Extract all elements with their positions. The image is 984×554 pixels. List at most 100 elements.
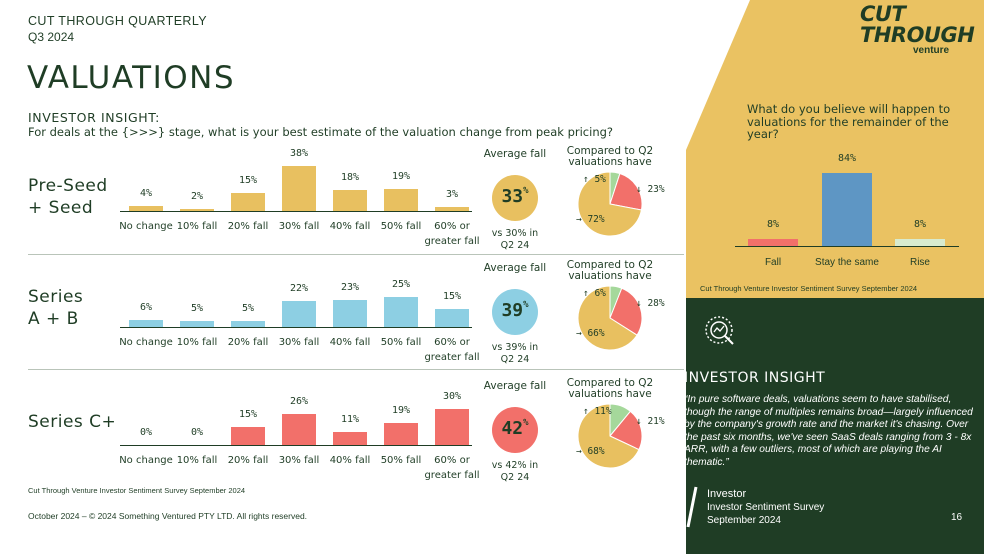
bar-value-label: 15%: [238, 175, 258, 187]
copyright-footer: October 2024 – © 2024 Something Ventured…: [28, 511, 308, 521]
pie-label-down: ↓ 23%: [636, 184, 665, 195]
outlook-bar-1: [748, 239, 798, 246]
percent-sign: %: [523, 300, 529, 310]
percent-sign: %: [523, 186, 529, 196]
category-label: 20% fall: [227, 337, 269, 348]
average-fall-title: Average fall: [483, 148, 547, 160]
category-label: No change: [119, 221, 173, 232]
survey-question: For deals at the {>>>} stage, what is yo…: [28, 125, 614, 139]
category-label: 30% fall: [278, 337, 320, 348]
pie-label-same: → 66%: [576, 328, 605, 339]
pie-label-down: ↓ 28%: [636, 298, 665, 309]
outlook-category-label: Stay the same: [815, 257, 879, 268]
x-axis: [120, 211, 472, 212]
average-fall-value: 42%: [501, 418, 529, 439]
bar-value-label: 22%: [289, 282, 309, 294]
bar-value-label: 11%: [340, 413, 360, 425]
bar-value-label: 15%: [238, 409, 258, 421]
chart-source: Cut Through Venture Investor Sentiment S…: [28, 486, 246, 495]
compare-title: Compared to Q2 valuations have: [566, 377, 654, 400]
outlook-value-label: 8%: [913, 219, 927, 231]
pie-slice-down: [609, 287, 643, 336]
bar-value-label: 30%: [442, 391, 462, 403]
bar-value-label: 38%: [289, 148, 309, 159]
category-label: 40% fall: [329, 221, 371, 232]
pie-label-up: ↑ 11%: [583, 406, 612, 417]
pie-label-up: ↑ 5%: [583, 174, 606, 185]
bar-value-label: 26%: [289, 396, 309, 408]
average-fall-note: vs 39% in Q2 24: [491, 342, 539, 365]
category-label: 60% or greater fall: [424, 455, 480, 481]
row-label: Series C+: [28, 412, 117, 432]
average-fall-value: 39%: [501, 300, 529, 321]
percent-sign: %: [523, 418, 529, 428]
category-label: 10% fall: [176, 221, 218, 232]
page-number: 16: [951, 512, 963, 523]
outlook-value-label: 84%: [837, 153, 857, 164]
average-fall-title: Average fall: [483, 262, 547, 274]
row-separator: [28, 254, 684, 255]
category-label: 20% fall: [227, 455, 269, 466]
bar-value-label: 0%: [190, 427, 204, 438]
bar-value-label: 2%: [190, 190, 204, 202]
bar-value-label: 5%: [190, 303, 204, 315]
average-fall-note: vs 30% in Q2 24: [491, 228, 539, 251]
compare-title: Compared to Q2 valuations have: [566, 259, 654, 282]
category-label: 40% fall: [329, 337, 371, 348]
category-label: 30% fall: [278, 455, 320, 466]
investor-insight-label: INVESTOR INSIGHT:: [28, 110, 160, 125]
bar-7: [435, 309, 469, 327]
outlook-question: What do you believe will happen to valua…: [747, 102, 951, 141]
average-fall-value: 33%: [501, 186, 529, 207]
bar-6: [384, 188, 418, 211]
category-label: 60% or greater fall: [424, 221, 480, 247]
pie-slice-same: [577, 171, 643, 237]
category-label: No change: [119, 337, 173, 348]
average-fall-note: vs 42% in Q2 24: [491, 460, 539, 483]
x-axis: [120, 445, 472, 446]
bar-value-label: 15%: [442, 291, 462, 303]
outlook-bar-2: [822, 173, 872, 246]
category-label: 50% fall: [380, 455, 422, 466]
bar-value-label: 19%: [391, 170, 411, 182]
bar-value-label: 18%: [340, 171, 360, 183]
row-label: Pre-Seed + Seed: [28, 176, 108, 218]
bar-3: [231, 427, 265, 445]
bar-4: [282, 414, 316, 445]
compare-title: Compared to Q2 valuations have: [566, 145, 654, 168]
bar-4: [282, 300, 316, 327]
category-label: 50% fall: [380, 337, 422, 348]
average-fall-title: Average fall: [483, 380, 547, 392]
bar-1: [129, 206, 163, 211]
investor-insight-title: INVESTOR INSIGHT: [684, 370, 826, 386]
outlook-source: Cut Through Venture Investor Sentiment S…: [700, 284, 918, 293]
row-label: Series A + B: [28, 287, 84, 329]
average-fall-circle: 42%: [492, 407, 538, 453]
pie-label-up: ↑ 6%: [583, 288, 606, 299]
report-quarter: Q3 2024: [28, 30, 75, 44]
outlook-bar-3: [895, 239, 945, 246]
outlook-value-label: 8%: [766, 219, 780, 231]
quote-slash-mark: [686, 486, 698, 528]
average-fall-circle: 39%: [492, 289, 538, 335]
report-name: CUT THROUGH QUARTERLY: [28, 14, 208, 28]
category-label: 20% fall: [227, 221, 269, 232]
bar-2: [180, 321, 214, 327]
bar-3: [231, 321, 265, 327]
x-axis: [120, 327, 472, 328]
bar-value-label: 5%: [241, 303, 255, 315]
bar-6: [384, 422, 418, 445]
magnifier-chart-icon: [705, 316, 734, 345]
bar-value-label: 6%: [139, 301, 153, 313]
pie-slice-down: [609, 172, 643, 211]
bar-value-label: 25%: [391, 279, 411, 291]
pie-slice-down: [609, 410, 643, 451]
logo-through: THROUGH: [860, 23, 975, 47]
bar-3: [231, 193, 265, 211]
bar-4: [282, 166, 316, 211]
category-label: No change: [119, 455, 173, 466]
pie-slice-same: [577, 285, 638, 351]
insight-panel: [686, 298, 984, 554]
